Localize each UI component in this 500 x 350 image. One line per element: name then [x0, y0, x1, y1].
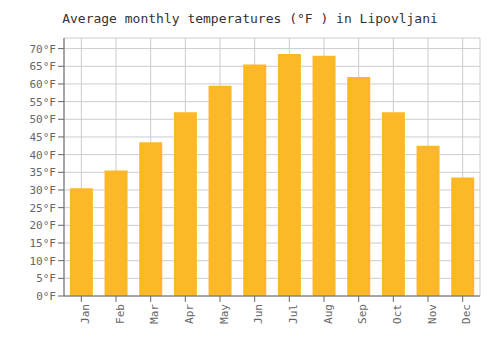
svg-text:30°F: 30°F — [30, 184, 57, 197]
svg-text:70°F: 70°F — [30, 43, 57, 56]
svg-text:Oct: Oct — [391, 304, 404, 324]
svg-text:35°F: 35°F — [30, 166, 57, 179]
svg-text:Apr: Apr — [183, 304, 196, 324]
svg-text:40°F: 40°F — [30, 149, 57, 162]
svg-text:15°F: 15°F — [30, 237, 57, 250]
svg-text:25°F: 25°F — [30, 202, 57, 215]
svg-text:Dec: Dec — [460, 304, 473, 324]
svg-text:50°F: 50°F — [30, 113, 57, 126]
svg-text:20°F: 20°F — [30, 219, 57, 232]
svg-text:0°F: 0°F — [36, 290, 56, 303]
svg-text:Sep: Sep — [356, 304, 369, 324]
svg-text:65°F: 65°F — [30, 60, 57, 73]
svg-text:Jan: Jan — [79, 304, 92, 324]
svg-text:Nov: Nov — [426, 304, 439, 324]
svg-text:Aug: Aug — [322, 304, 335, 324]
svg-text:Mar: Mar — [148, 304, 161, 324]
svg-text:May: May — [218, 304, 231, 324]
svg-text:60°F: 60°F — [30, 78, 57, 91]
svg-text:Feb: Feb — [114, 304, 127, 324]
svg-text:10°F: 10°F — [30, 255, 57, 268]
svg-text:55°F: 55°F — [30, 96, 57, 109]
svg-text:45°F: 45°F — [30, 131, 57, 144]
svg-text:Jun: Jun — [252, 304, 265, 324]
svg-text:5°F: 5°F — [36, 272, 56, 285]
html-text:Average monthly temperatures (: Average monthly temperatures (°F ) in Li… — [62, 11, 438, 26]
svg-text:Jul: Jul — [287, 304, 300, 324]
